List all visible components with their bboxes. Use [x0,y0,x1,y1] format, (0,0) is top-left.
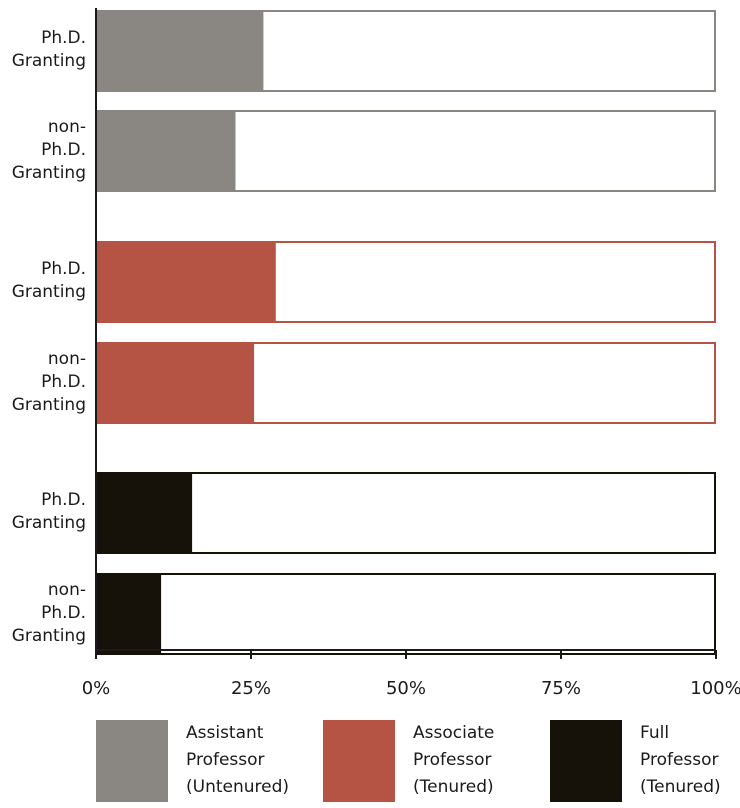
legend-label-line: (Tenured) [640,777,721,797]
legend-label: Associate Professor (Tenured) [413,720,543,801]
category-label-line: Granting [11,625,86,646]
category-label-line: Granting [11,394,86,415]
legend-label-line: Professor [186,750,265,770]
bar [96,472,193,554]
category-label: non- Ph.D. Granting [12,116,86,185]
category-label-line: Granting [11,51,86,71]
bar [96,241,276,323]
x-tick-label: 25% [231,678,271,699]
category-label-line: Ph.D. [41,371,86,392]
x-tick-label: 75% [541,678,581,699]
category-label-line: Ph.D. [41,28,86,48]
category-label: Ph.D. Granting [12,27,86,73]
legend-label-line: (Untenured) [186,777,290,797]
legend-swatch [323,720,395,802]
category-label-line: Ph.D. [41,139,86,160]
category-label-line: non- [47,116,86,137]
category-label-line: Ph.D. [41,602,86,623]
bar [96,342,255,424]
x-tick-label: 0% [82,678,111,699]
legend-label-line: Professor [640,750,719,770]
x-tick-label: 50% [386,678,426,699]
category-label-line: non- [47,579,86,600]
bar [96,110,236,192]
category-label-line: non- [47,348,86,369]
legend-label-line: (Tenured) [413,777,494,797]
category-label: Ph.D. Granting [12,258,86,304]
category-label: non- Ph.D. Granting [12,348,86,417]
bar-outline [96,573,716,655]
legend-label: Full Professor (Tenured) [640,720,740,801]
bar [96,573,162,655]
legend-label-line: Professor [413,750,492,770]
legend-label-line: Associate [413,723,495,743]
category-label-line: Granting [11,162,86,183]
legend-label-line: Full [640,723,670,743]
legend-swatch [96,720,168,802]
legend-swatch [550,720,622,802]
legend-label: Assistant Professor (Untenured) [186,720,316,801]
category-label: non- Ph.D. Granting [12,579,86,648]
category-label-line: Ph.D. [41,259,86,279]
bar [96,10,264,92]
category-label-line: Granting [11,513,86,533]
x-tick-label: 100% [690,678,740,699]
category-label-line: Ph.D. [41,490,86,510]
category-label-line: Granting [11,282,86,302]
category-label: Ph.D. Granting [12,489,86,535]
bar-outline [96,472,716,554]
legend-label-line: Assistant [186,723,264,743]
